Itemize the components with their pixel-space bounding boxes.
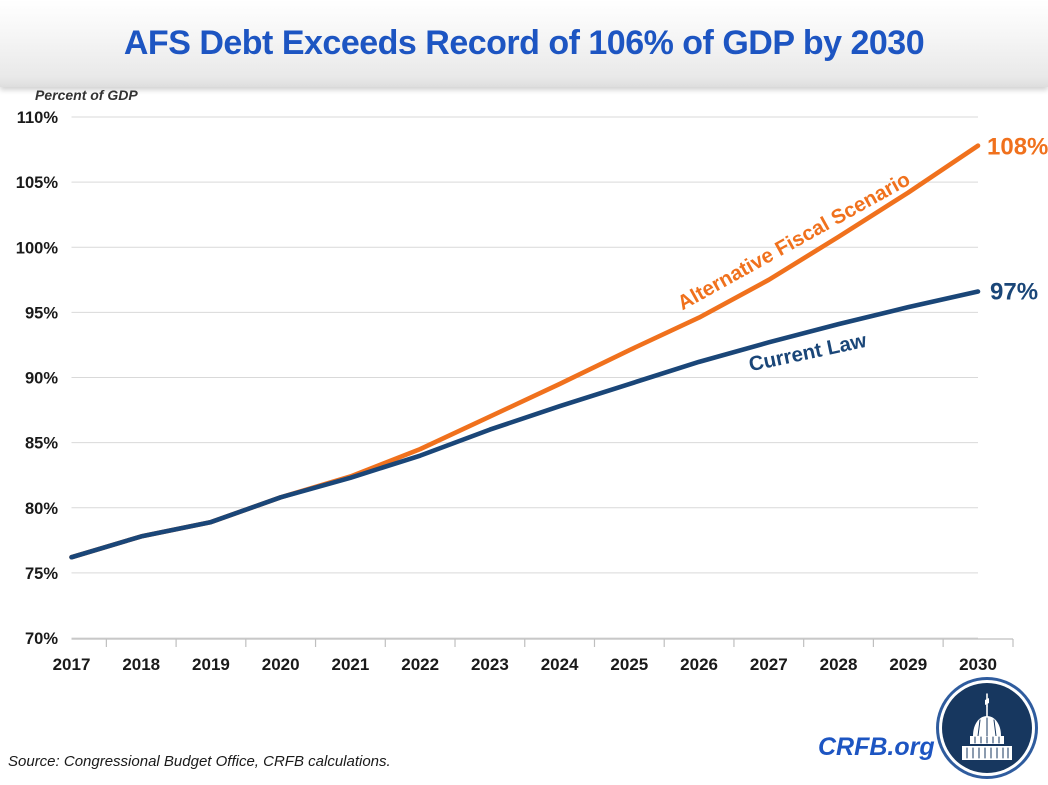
y-tick-label: 75% — [25, 565, 58, 583]
y-tick-label: 95% — [25, 304, 58, 322]
logo-navy-disc — [942, 683, 1032, 773]
series-end-value: 108% — [987, 134, 1048, 161]
y-tick-label: 110% — [17, 109, 59, 127]
y-tick-label: 85% — [25, 435, 58, 453]
series-line-current-law — [69, 289, 981, 560]
x-tick-label: 2028 — [820, 655, 858, 674]
x-tick-label: 2017 — [53, 655, 91, 674]
y-tick-label: 70% — [25, 630, 58, 648]
x-tick-label: 2026 — [680, 655, 718, 674]
y-tick-label: 80% — [25, 500, 58, 518]
y-tick-label: 100% — [16, 239, 59, 257]
x-tick-label: 2025 — [610, 655, 648, 674]
y-tick-label: 90% — [25, 370, 58, 388]
x-tick-label: 2020 — [262, 655, 300, 674]
x-tick-label: 2029 — [889, 655, 927, 674]
crfb-org-label: CRFB.org — [818, 733, 935, 761]
crfb-logo — [936, 677, 1038, 779]
series-inline-label: Alternative Fiscal Scenario — [674, 168, 914, 315]
x-tick-label: 2018 — [122, 655, 160, 674]
header-band: AFS Debt Exceeds Record of 106% of GDP b… — [0, 0, 1048, 87]
y-tick-label: 105% — [16, 174, 59, 192]
x-tick-label: 2022 — [401, 655, 439, 674]
x-tick-label: 2023 — [471, 655, 509, 674]
y-axis-title: Percent of GDP — [35, 87, 138, 103]
x-tick-label: 2019 — [192, 655, 230, 674]
x-tick-label: 2024 — [541, 655, 579, 674]
series-inline-label: Current Law — [747, 329, 869, 376]
chart-title: AFS Debt Exceeds Record of 106% of GDP b… — [123, 24, 925, 62]
series-end-value: 97% — [990, 279, 1038, 306]
x-tick-label: 2030 — [959, 655, 997, 674]
source-note: Source: Congressional Budget Office, CRF… — [8, 753, 391, 770]
x-tick-label: 2027 — [750, 655, 788, 674]
x-tick-label: 2021 — [332, 655, 370, 674]
capitol-dome-icon — [962, 693, 1012, 760]
